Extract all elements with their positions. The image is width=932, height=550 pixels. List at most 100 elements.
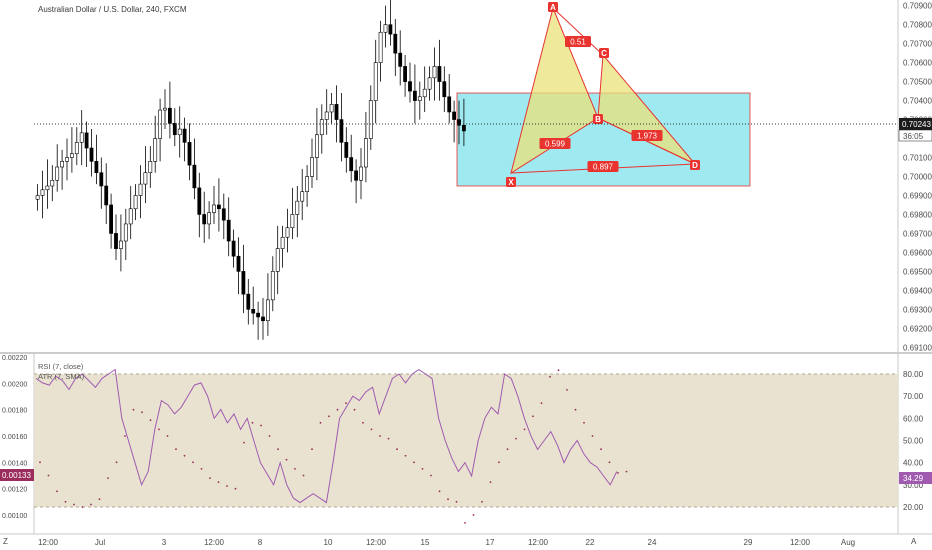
price-tick: 0.69700 xyxy=(903,229,932,238)
candle-up xyxy=(417,96,422,101)
atr-dot xyxy=(379,435,381,437)
atr-series xyxy=(39,369,628,524)
atr-dot xyxy=(175,448,177,451)
ratio-badge xyxy=(631,130,663,141)
atr-dot xyxy=(158,428,160,431)
atr-dot xyxy=(243,441,245,444)
atr-dot xyxy=(141,411,143,414)
candle-up xyxy=(163,107,167,111)
candle-down xyxy=(251,309,256,314)
pattern-point-label: X xyxy=(508,178,514,187)
timezone-toggle[interactable]: Z xyxy=(3,537,8,546)
atr-dot xyxy=(515,437,517,440)
price-tick: 0.69900 xyxy=(903,191,932,200)
candle-up xyxy=(265,299,270,322)
atr-dot xyxy=(328,415,330,418)
atr-dot xyxy=(345,402,347,404)
price-tick: 0.69400 xyxy=(903,286,932,295)
atr-dot xyxy=(532,415,534,418)
candle-up xyxy=(79,132,84,143)
atr-dot xyxy=(319,421,322,424)
atr-dot xyxy=(217,481,220,483)
candle-up xyxy=(177,128,182,136)
atr-dot xyxy=(600,448,602,451)
time-tick: 8 xyxy=(258,538,263,547)
candle-up xyxy=(300,191,305,202)
atr-dot xyxy=(311,448,313,451)
candle-down xyxy=(221,208,226,221)
price-tick: 0.70000 xyxy=(903,173,932,182)
atr-dot xyxy=(353,408,356,411)
time-tick: 12:00 xyxy=(528,538,549,547)
candle-up xyxy=(373,62,378,101)
time-tick: 12:00 xyxy=(790,538,811,547)
time-tick: 12:00 xyxy=(38,538,59,547)
atr-dot xyxy=(90,503,92,506)
price-tick: 0.70500 xyxy=(903,78,932,87)
atr-dot xyxy=(277,448,279,451)
atr-dot xyxy=(56,490,58,493)
candle-down xyxy=(349,157,354,172)
candle-up xyxy=(305,176,310,192)
atr-axis-ticks: 0.00220 0.00200 0.00180 0.00160 0.00140 0.001… xyxy=(2,355,27,520)
atr-dot xyxy=(523,428,526,431)
atr-tick: 0.00200 xyxy=(2,381,27,388)
ratio-badge xyxy=(565,36,591,47)
pattern-point-label: B xyxy=(595,115,601,124)
atr-dot xyxy=(438,490,441,493)
time-tick: 12:00 xyxy=(366,538,387,547)
price-axis-ticks: 0.70900 0.70800 0.70700 0.70600 0.70500 0.704… xyxy=(903,2,932,353)
rsi-tick: 20.00 xyxy=(903,503,924,512)
candle-up xyxy=(55,166,60,181)
price-tick: 0.70700 xyxy=(903,40,932,49)
atr-dot xyxy=(166,435,169,437)
atr-dot xyxy=(566,389,568,391)
rsi-tick: 50.00 xyxy=(903,437,924,446)
candle-down xyxy=(408,81,412,92)
candle-up xyxy=(35,195,40,200)
atr-dot xyxy=(64,500,67,503)
candle-down xyxy=(109,204,114,234)
candle-up xyxy=(319,119,324,136)
last-price-badge xyxy=(899,118,932,130)
candle-down xyxy=(114,233,118,249)
atr-dot xyxy=(498,461,500,464)
candle-down xyxy=(226,219,231,242)
candle-up xyxy=(280,236,285,249)
candle-down xyxy=(354,170,359,181)
candle-down xyxy=(339,119,344,143)
candle-up xyxy=(65,157,69,162)
price-tick: 0.69200 xyxy=(903,324,932,333)
candle-up xyxy=(119,240,123,249)
atr-dot xyxy=(472,514,475,516)
ratio-label: 0.897 xyxy=(593,163,614,172)
atr-dot xyxy=(39,461,41,464)
atr-dot xyxy=(608,461,611,464)
time-tick: 10 xyxy=(324,538,333,547)
candle-up xyxy=(314,134,319,158)
candle-down xyxy=(457,119,461,126)
atr-tick: 0.00100 xyxy=(2,513,27,520)
price-tick: 0.69100 xyxy=(903,343,932,352)
candle-up xyxy=(45,185,50,191)
atr-dot xyxy=(430,474,432,477)
candle-up xyxy=(70,153,74,158)
rsi-tick: 80.00 xyxy=(903,370,924,379)
atr-dot xyxy=(98,498,101,501)
atr-dot xyxy=(447,498,449,501)
atr-dot xyxy=(192,461,194,464)
atr-dot xyxy=(107,477,109,479)
atr-tick: 0.00140 xyxy=(2,460,27,467)
candle-up xyxy=(359,166,363,181)
candle-down xyxy=(104,185,109,206)
rsi-band xyxy=(34,374,898,507)
rsi-legend: RSI (7, close) xyxy=(38,362,84,371)
time-tick: 22 xyxy=(586,538,595,547)
auto-scale-toggle[interactable]: A xyxy=(911,537,917,546)
harmonic-pattern: 0.51 0.599 1.973 0.897 X A B C D xyxy=(506,2,700,187)
price-tick: 0.70900 xyxy=(903,2,932,11)
rsi-line xyxy=(35,368,618,504)
atr-dot xyxy=(540,402,543,404)
candle-down xyxy=(231,240,236,257)
